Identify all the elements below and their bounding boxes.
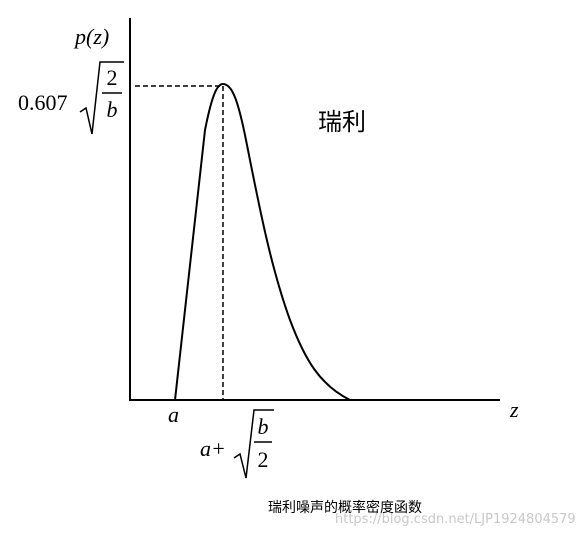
y-label: p(z) [73,24,109,49]
caption: 瑞利噪声的概率密度函数 [268,499,422,516]
peak-x-prefix: a+ [200,436,226,461]
rayleigh-curve [174,82,351,401]
sqrt-sign [79,61,124,135]
sqrt-sign [233,409,274,479]
peak-x-denominator: 2 [258,447,269,472]
peak-coefficient: 0.607 [18,90,68,115]
peak-x-numerator: b [258,414,269,439]
watermark: https://blog.csdn.net/LJP1924804579 [335,512,576,527]
x-start: a [168,402,179,427]
peak-denominator: b [107,97,118,122]
x-label: z [509,397,519,422]
peak-numerator: 2 [107,65,118,90]
curve-label: 瑞利 [318,108,366,136]
